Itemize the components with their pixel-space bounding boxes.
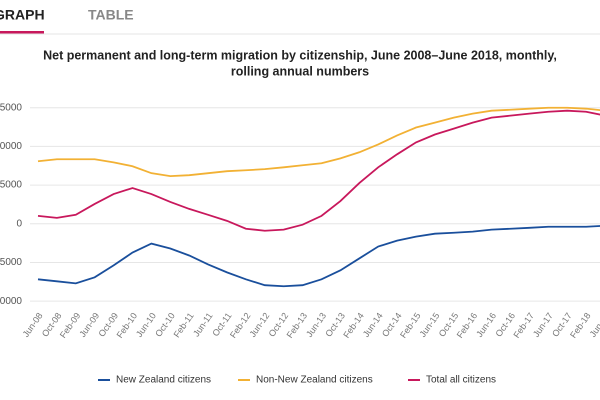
- tab-underline: [0, 31, 44, 34]
- tab[interactable]: TABLE: [88, 7, 134, 23]
- series-line: [37, 106, 600, 178]
- legend-label: Non-New Zealand citizens: [256, 375, 373, 386]
- y-tick-label: 25000: [0, 180, 22, 191]
- chart-title: rolling annual numbers: [231, 64, 369, 78]
- y-tick-label: 75000: [0, 102, 22, 113]
- legend-label: New Zealand citizens: [116, 375, 211, 386]
- tab[interactable]: GRAPH: [0, 7, 45, 23]
- y-tick-label: 0: [16, 218, 22, 229]
- x-tick-label: Feb-11: [172, 311, 196, 340]
- x-tick-label: Jun-11: [191, 311, 215, 339]
- y-tick-label: -25000: [0, 257, 22, 268]
- series-line: [37, 225, 600, 288]
- legend-label: Total all citizens: [426, 375, 496, 386]
- chart-title: Net permanent and long-term migration by…: [43, 48, 557, 62]
- series-line: [37, 109, 600, 232]
